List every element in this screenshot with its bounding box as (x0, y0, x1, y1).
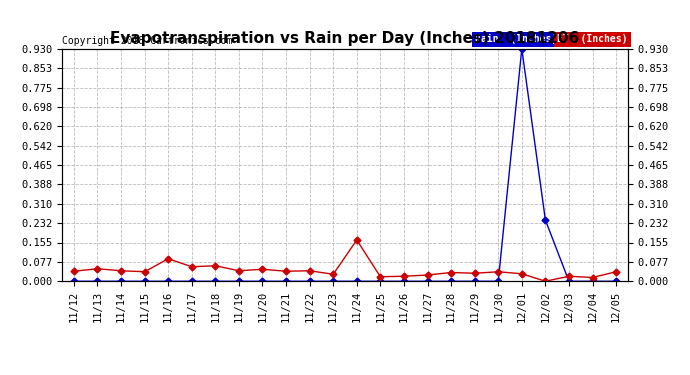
Title: Evapotranspiration vs Rain per Day (Inches) 20181206: Evapotranspiration vs Rain per Day (Inch… (110, 31, 580, 46)
Text: Rain  (Inches): Rain (Inches) (475, 34, 558, 45)
Text: Copyright 2018 Cartronics.com: Copyright 2018 Cartronics.com (62, 36, 233, 46)
Text: ET  (Inches): ET (Inches) (558, 34, 628, 45)
